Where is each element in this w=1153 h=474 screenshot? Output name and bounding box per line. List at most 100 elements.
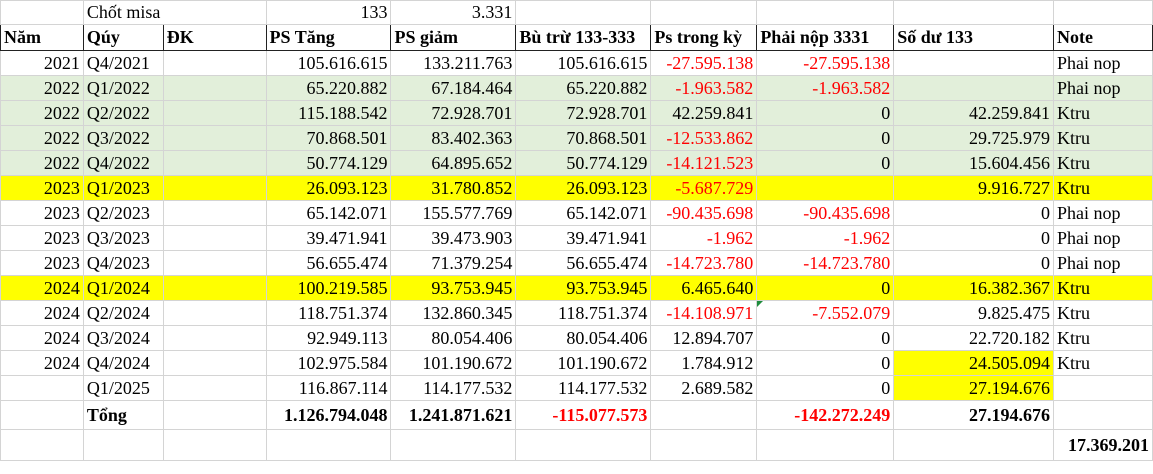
cell-phai-nop[interactable]: 0 [756,125,895,151]
cell-note[interactable]: Ktru [1052,275,1153,301]
cell-bu-tru[interactable]: 101.190.672 [515,350,652,376]
cell-so-du[interactable] [893,50,1054,76]
cell-phai-nop[interactable]: 0 [756,325,895,351]
total-phai-nop-cell[interactable]: -142.272.249 [756,400,895,430]
cell-note[interactable]: Ktru [1052,150,1153,176]
header-cell-ps-ky[interactable]: Ps trong kỳ [650,24,758,51]
header-cell-year[interactable]: Năm [0,24,84,51]
cell-ps-tang[interactable]: 56.655.474 [265,250,392,276]
cell[interactable] [893,429,1054,461]
cell-ps-ky[interactable]: 12.894.707 [650,325,758,351]
cell[interactable] [82,429,164,461]
cell-quarter[interactable]: Q3/2023 [82,225,164,251]
cell-ps-ky[interactable]: -1.962 [650,225,758,251]
cell-note[interactable]: Ktru [1052,125,1153,151]
header-cell-ps-tang[interactable]: PS Tăng [265,24,392,51]
cell-phai-nop[interactable] [756,175,895,201]
cell[interactable] [0,400,84,430]
cell[interactable] [515,429,652,461]
cell-ps-ky[interactable]: -1.963.582 [650,75,758,101]
cell-year[interactable]: 2022 [0,75,84,101]
cell-ps-ky[interactable]: -27.595.138 [650,50,758,76]
cell[interactable] [650,0,758,25]
cell-bu-tru[interactable]: 26.093.123 [515,175,652,201]
cell[interactable] [1052,0,1153,25]
misa-3331-cell[interactable]: 3.331 [390,0,517,25]
cell[interactable] [756,429,895,461]
cell-ps-ky[interactable]: -12.533.862 [650,125,758,151]
cell-quarter[interactable]: Q1/2024 [82,275,164,301]
cell[interactable] [893,0,1054,25]
cell-quarter[interactable]: Q1/2022 [82,75,164,101]
cell-ps-giam[interactable]: 155.577.769 [390,200,517,226]
cell-so-du[interactable]: 24.505.094 [893,350,1054,376]
cell-ps-giam[interactable]: 114.177.532 [390,375,517,401]
cell-note[interactable]: Ktru [1052,350,1153,376]
cell-year[interactable]: 2022 [0,150,84,176]
cell-note[interactable] [1052,375,1153,401]
header-cell-phai-nop[interactable]: Phải nộp 3331 [756,24,895,51]
cell-phai-nop[interactable]: 0 [756,150,895,176]
cell-bu-tru[interactable]: 50.774.129 [515,150,652,176]
cell-dk[interactable] [162,325,267,351]
cell-year[interactable]: 2023 [0,250,84,276]
header-cell-dk[interactable]: ĐK [162,24,267,51]
cell-dk[interactable] [162,275,267,301]
cell-ps-ky[interactable]: -14.121.523 [650,150,758,176]
cell-bu-tru[interactable]: 56.655.474 [515,250,652,276]
cell-note[interactable]: Phai nop [1052,50,1153,76]
total-label-cell[interactable]: Tổng [82,400,164,430]
cell-so-du[interactable]: 15.604.456 [893,150,1054,176]
cell-so-du[interactable]: 29.725.979 [893,125,1054,151]
cell-ps-giam[interactable]: 72.928.701 [390,100,517,126]
cell-ps-tang[interactable]: 70.868.501 [265,125,392,151]
cell-phai-nop[interactable]: -1.962 [756,225,895,251]
cell-ps-tang[interactable]: 100.219.585 [265,275,392,301]
cell-quarter[interactable]: Q4/2021 [82,50,164,76]
header-cell-ps-giam[interactable]: PS giảm [390,24,517,51]
cell-phai-nop[interactable]: 0 [756,275,895,301]
cell-dk[interactable] [162,125,267,151]
header-cell-note[interactable]: Note [1052,24,1153,51]
cell-ps-giam[interactable]: 93.753.945 [390,275,517,301]
cell-year[interactable]: 2024 [0,350,84,376]
cell-bu-tru[interactable]: 114.177.532 [515,375,652,401]
cell-year[interactable]: 2023 [0,225,84,251]
cell-bu-tru[interactable]: 118.751.374 [515,300,652,326]
cell-year[interactable] [0,375,84,401]
cell-note[interactable]: Ktru [1052,175,1153,201]
cell-note[interactable]: Phai nop [1052,225,1153,251]
cell-year[interactable]: 2021 [0,50,84,76]
cell-dk[interactable] [162,200,267,226]
cell-phai-nop[interactable]: -7.552.079 [756,300,895,326]
cell-bu-tru[interactable]: 93.753.945 [515,275,652,301]
cell-so-du[interactable] [893,75,1054,101]
cell-quarter[interactable]: Q1/2025 [82,375,164,401]
cell-note[interactable]: Phai nop [1052,250,1153,276]
total-bu-tru-cell[interactable]: -115.077.573 [515,400,652,430]
cell[interactable] [0,429,84,461]
cell-quarter[interactable]: Q4/2022 [82,150,164,176]
cell-bu-tru[interactable]: 39.471.941 [515,225,652,251]
cell-year[interactable]: 2024 [0,275,84,301]
cell[interactable] [0,0,84,25]
cell-ps-tang[interactable]: 102.975.584 [265,350,392,376]
cell-ps-tang[interactable]: 65.142.071 [265,200,392,226]
cell-dk[interactable] [162,50,267,76]
cell[interactable] [162,400,267,430]
cell-ps-tang[interactable]: 92.949.113 [265,325,392,351]
cell-bu-tru[interactable]: 105.616.615 [515,50,652,76]
header-cell-quarter[interactable]: Qúy [82,24,164,51]
cell-dk[interactable] [162,150,267,176]
cell-note[interactable]: Ktru [1052,300,1153,326]
cell-ps-giam[interactable]: 67.184.464 [390,75,517,101]
cell-quarter[interactable]: Q1/2023 [82,175,164,201]
cell-so-du[interactable]: 22.720.182 [893,325,1054,351]
misa-label-cell[interactable]: Chốt misa [82,0,267,25]
cell-year[interactable]: 2024 [0,325,84,351]
cell-so-du[interactable]: 0 [893,200,1054,226]
cell-ps-ky[interactable]: -14.108.971 [650,300,758,326]
cell-quarter[interactable]: Q4/2023 [82,250,164,276]
cell-dk[interactable] [162,75,267,101]
cell-dk[interactable] [162,225,267,251]
